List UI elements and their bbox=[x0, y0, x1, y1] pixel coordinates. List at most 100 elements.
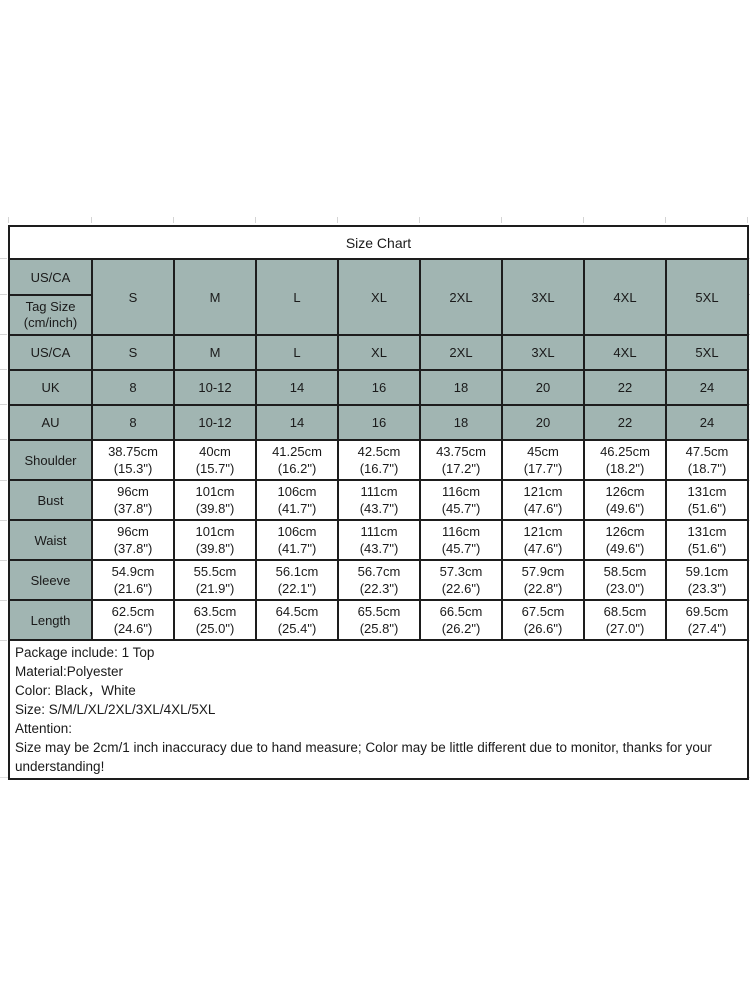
conversion-cell: 10-12 bbox=[173, 369, 257, 406]
gridline-tick bbox=[0, 369, 7, 370]
conversion-cell: 20 bbox=[501, 369, 585, 406]
measurement-cell: 116cm (45.7") bbox=[419, 519, 503, 561]
gridline-tick bbox=[337, 217, 338, 223]
measurement-cell: 43.75cm (17.2") bbox=[419, 439, 503, 481]
conversion-cell: 24 bbox=[665, 404, 749, 441]
measurement-cell: 121cm (47.6") bbox=[501, 479, 585, 521]
measurement-cell: 67.5cm (26.6") bbox=[501, 599, 585, 641]
conversion-cell: 20 bbox=[501, 404, 585, 441]
measurement-cell: 121cm (47.6") bbox=[501, 519, 585, 561]
gridline-tick bbox=[0, 480, 7, 481]
measurement-cell: 47.5cm (18.7") bbox=[665, 439, 749, 481]
measurement-cell: 101cm (39.8") bbox=[173, 479, 257, 521]
measurement-cell: 116cm (45.7") bbox=[419, 479, 503, 521]
conversion-cell: 5XL bbox=[665, 334, 749, 371]
size-header-m: M bbox=[173, 258, 257, 336]
size-header-4xl: 4XL bbox=[583, 258, 667, 336]
measurement-cell: 126cm (49.6") bbox=[583, 479, 667, 521]
title-row: Size Chart bbox=[8, 225, 749, 260]
measurement-cell: 62.5cm (24.6") bbox=[91, 599, 175, 641]
measurement-cell: 131cm (51.6") bbox=[665, 519, 749, 561]
measurement-cell: 96cm (37.8") bbox=[91, 519, 175, 561]
gridline-tick bbox=[748, 560, 750, 561]
gridline-tick bbox=[748, 439, 750, 440]
gridline-tick bbox=[748, 640, 750, 641]
conversion-cell: 18 bbox=[419, 404, 503, 441]
measurement-row-label: Sleeve bbox=[8, 559, 93, 601]
conversion-cell: XL bbox=[337, 334, 421, 371]
conversion-cell: 2XL bbox=[419, 334, 503, 371]
size-chart-table: Size Chart US/CA S M L XL 2XL 3XL 4XL 5X… bbox=[8, 225, 749, 780]
gridline-tick bbox=[0, 600, 7, 601]
header-row-tag-size: Tag Size (cm/inch) bbox=[8, 294, 748, 336]
gridline-tick bbox=[665, 217, 666, 223]
gridline-tick bbox=[173, 217, 174, 223]
measurement-cell: 111cm (43.7") bbox=[337, 479, 421, 521]
measurement-cell: 65.5cm (25.8") bbox=[337, 599, 421, 641]
conversion-row: UK 8 10-12 14 16 18 20 22 24 bbox=[8, 369, 749, 406]
gridline-tick bbox=[748, 258, 750, 259]
conversion-cell: 22 bbox=[583, 404, 667, 441]
gridline-tick bbox=[91, 217, 92, 223]
header-row-top: US/CA S M L XL 2XL 3XL 4XL 5XL bbox=[8, 258, 749, 336]
size-header-xl: XL bbox=[337, 258, 421, 336]
measurement-row: Waist 96cm (37.8") 101cm (39.8") 106cm (41.… bbox=[8, 519, 749, 561]
conversion-cell: S bbox=[91, 334, 175, 371]
size-header-l: L bbox=[255, 258, 339, 336]
measurement-cell: 41.25cm (16.2") bbox=[255, 439, 339, 481]
measurement-cell: 45cm (17.7") bbox=[501, 439, 585, 481]
measurement-cell: 38.75cm (15.3") bbox=[91, 439, 175, 481]
gridline-tick bbox=[0, 258, 7, 259]
note-disclaimer: Size may be 2cm/1 inch inaccuracy due to… bbox=[15, 740, 712, 774]
conversion-row: AU 8 10-12 14 16 18 20 22 24 bbox=[8, 404, 749, 441]
note-size: Size: S/M/L/XL/2XL/3XL/4XL/5XL bbox=[15, 702, 216, 717]
gridline-tick bbox=[748, 480, 750, 481]
gridline-tick bbox=[748, 369, 750, 370]
measurement-row: Shoulder 38.75cm (15.3") 40cm (15.7") 41.25… bbox=[8, 439, 749, 481]
gridline-tick bbox=[0, 294, 7, 295]
measurement-cell: 66.5cm (26.2") bbox=[419, 599, 503, 641]
measurement-row-label: Shoulder bbox=[8, 439, 93, 481]
gridline-tick bbox=[8, 217, 9, 223]
conversion-cell: 24 bbox=[665, 369, 749, 406]
measurement-cell: 55.5cm (21.9") bbox=[173, 559, 257, 601]
conversion-cell: 8 bbox=[91, 369, 175, 406]
notes-block: Package include: 1 Top Material:Polyeste… bbox=[8, 639, 749, 780]
measurement-cell: 106cm (41.7") bbox=[255, 479, 339, 521]
measurement-cell: 64.5cm (25.4") bbox=[255, 599, 339, 641]
measurement-cell: 63.5cm (25.0") bbox=[173, 599, 257, 641]
measurement-cell: 56.7cm (22.3") bbox=[337, 559, 421, 601]
conversion-cell: 16 bbox=[337, 369, 421, 406]
measurement-cell: 68.5cm (27.0") bbox=[583, 599, 667, 641]
measurement-cell: 42.5cm (16.7") bbox=[337, 439, 421, 481]
conversion-cell: 18 bbox=[419, 369, 503, 406]
conversion-cell: 16 bbox=[337, 404, 421, 441]
gridline-tick bbox=[0, 439, 7, 440]
measurement-row-label: Waist bbox=[8, 519, 93, 561]
size-header-s: S bbox=[91, 258, 175, 336]
gridline-tick bbox=[0, 334, 7, 335]
measurement-cell: 106cm (41.7") bbox=[255, 519, 339, 561]
note-package: Package include: 1 Top bbox=[15, 645, 155, 660]
measurement-cell: 101cm (39.8") bbox=[173, 519, 257, 561]
measurement-cell: 40cm (15.7") bbox=[173, 439, 257, 481]
measurement-cell: 131cm (51.6") bbox=[665, 479, 749, 521]
note-attention: Attention: bbox=[15, 721, 73, 736]
conversion-row-label: UK bbox=[8, 369, 93, 406]
conversion-row: US/CA S M L XL 2XL 3XL 4XL 5XL bbox=[8, 334, 749, 371]
conversion-cell: 14 bbox=[255, 404, 339, 441]
measurement-row: Sleeve 54.9cm (21.6") 55.5cm (21.9") 56.1cm… bbox=[8, 559, 749, 601]
gridline-tick bbox=[748, 404, 750, 405]
gridline-tick bbox=[748, 294, 750, 295]
gridline-tick bbox=[748, 334, 750, 335]
conversion-cell: 22 bbox=[583, 369, 667, 406]
corner-tag-size-label: Tag Size (cm/inch) bbox=[8, 294, 93, 336]
size-header-2xl: 2XL bbox=[419, 258, 503, 336]
conversion-cell: 14 bbox=[255, 369, 339, 406]
conversion-cell: 3XL bbox=[501, 334, 585, 371]
gridline-tick bbox=[501, 217, 502, 223]
measurement-cell: 59.1cm (23.3") bbox=[665, 559, 749, 601]
gridline-tick bbox=[0, 520, 7, 521]
notes-row: Package include: 1 Top Material:Polyeste… bbox=[8, 639, 749, 780]
gridline-tick bbox=[0, 640, 7, 641]
